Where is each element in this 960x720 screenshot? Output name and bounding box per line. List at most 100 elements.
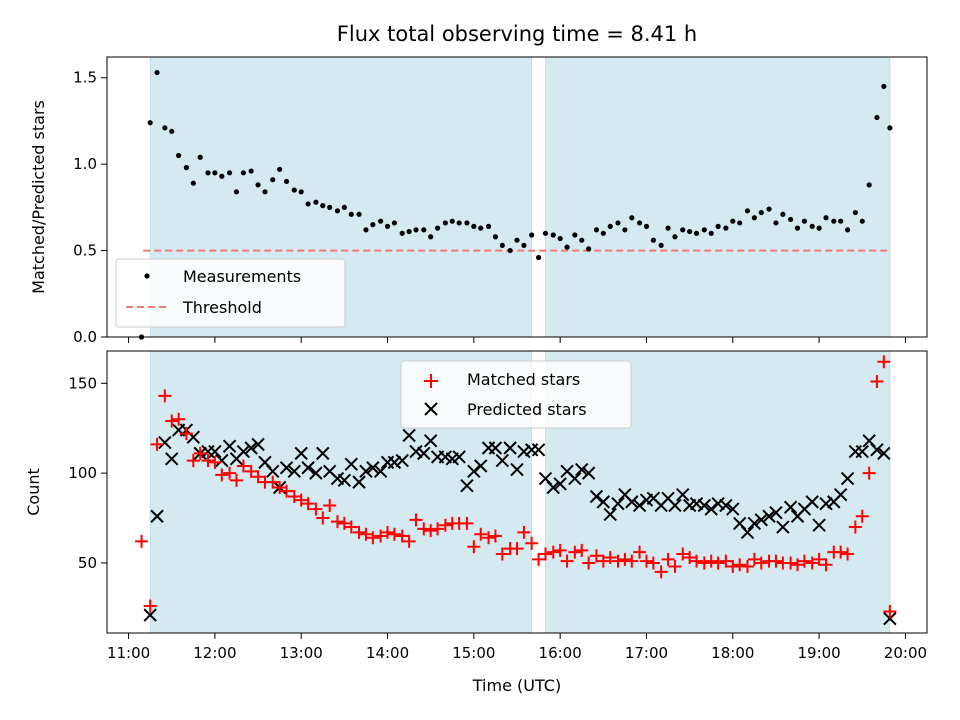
measurement-point <box>327 204 333 210</box>
matched-star-marker <box>287 489 301 503</box>
matched-star-marker <box>819 558 833 572</box>
measurement-point <box>680 227 686 233</box>
predicted-star-marker <box>581 466 596 480</box>
measurement-point <box>687 228 693 235</box>
measurement-point <box>384 223 391 229</box>
legend-predicted-label: Predicted stars <box>467 400 587 419</box>
measurement-point <box>751 215 757 221</box>
measurement-point <box>766 206 772 212</box>
matched-star-marker <box>719 554 733 568</box>
measurement-point <box>154 69 160 76</box>
matched-star-marker <box>870 375 884 389</box>
bottom-legend: Matched stars Predicted stars <box>400 360 632 429</box>
matched-star-marker <box>316 511 330 525</box>
measurement-point <box>226 170 233 176</box>
shaded-interval <box>545 56 891 338</box>
matched-star-marker <box>150 437 164 451</box>
matched-star-marker <box>280 484 294 498</box>
matched-star-marker <box>538 547 552 561</box>
chart-title: Flux total observing time = 8.41 h <box>337 22 697 46</box>
matched-star-marker <box>482 531 496 545</box>
predicted-star-marker <box>387 455 402 470</box>
predicted-star-marker <box>158 435 172 450</box>
bottom-data-marks <box>135 355 897 626</box>
matched-star-marker <box>834 545 848 559</box>
measurement-point <box>600 230 606 236</box>
matched-star-marker <box>438 518 452 532</box>
measurement-point <box>658 242 664 248</box>
matched-star-marker <box>366 531 380 545</box>
measurement-point <box>471 223 477 229</box>
predicted-star-marker <box>776 520 790 534</box>
measurement-point <box>277 166 283 172</box>
matched-star-marker <box>352 525 366 539</box>
matched-star-marker <box>683 551 697 565</box>
predicted-star-marker <box>517 444 531 459</box>
matched-star-marker <box>158 389 172 403</box>
measurement-point <box>794 225 801 231</box>
measurement-point <box>866 182 872 188</box>
measurement-point <box>564 244 570 250</box>
measurement-point <box>456 220 462 226</box>
matched-star-marker <box>467 540 481 554</box>
predicted-star-marker <box>503 441 517 455</box>
x-tick-label: 18:00 <box>711 644 754 662</box>
legend-threshold-label: Threshold <box>182 298 262 317</box>
matched-star-marker <box>323 498 337 512</box>
predicted-star-marker <box>495 453 510 468</box>
measurement-point <box>809 223 815 229</box>
matched-star-marker <box>417 522 431 536</box>
matched-star-marker <box>387 527 401 541</box>
matched-star-marker <box>697 556 711 570</box>
measurement-point <box>147 120 153 126</box>
predicted-star-marker <box>855 444 869 459</box>
predicted-star-marker <box>840 471 855 486</box>
matched-star-marker <box>179 427 193 441</box>
matched-star-marker <box>546 545 560 559</box>
predicted-star-marker <box>301 461 315 475</box>
predicted-star-marker <box>423 434 438 448</box>
predicted-star-marker <box>359 464 373 479</box>
predicted-star-marker <box>668 498 682 513</box>
matched-star-marker <box>711 556 725 570</box>
x-tick-label: 16:00 <box>539 644 582 662</box>
matched-star-marker <box>661 552 675 566</box>
measurement-point <box>643 223 650 229</box>
legend-matched-marker <box>424 374 438 388</box>
top-axes-frame <box>106 56 928 338</box>
matched-star-marker <box>273 481 287 495</box>
predicted-star-marker <box>417 446 431 461</box>
predicted-star-marker <box>251 437 265 452</box>
measurement-point <box>535 254 542 261</box>
measurement-point <box>313 199 319 205</box>
x-axis-label: Time (UTC) <box>472 676 561 695</box>
measurement-point <box>607 223 613 229</box>
x-tick-label: 19:00 <box>797 644 840 662</box>
measurement-point <box>370 222 376 228</box>
predicted-star-marker <box>546 480 560 495</box>
predicted-star-marker <box>726 502 740 516</box>
measurement-point <box>406 228 412 235</box>
predicted-star-marker <box>244 441 258 455</box>
predicted-star-marker <box>689 496 704 511</box>
predicted-star-marker <box>819 496 833 511</box>
measurement-point <box>723 225 729 231</box>
predicted-star-marker <box>697 498 712 513</box>
measurement-point <box>507 247 513 254</box>
measurement-point <box>233 189 240 195</box>
matched-star-marker <box>532 552 546 566</box>
measurement-point <box>881 83 887 89</box>
predicted-star-marker <box>143 608 157 622</box>
x-tick-label: 15:00 <box>452 644 495 662</box>
predicted-star-marker <box>474 459 488 473</box>
measurement-point <box>334 208 341 214</box>
measurement-point <box>672 234 678 240</box>
measurement-point <box>212 170 218 176</box>
matched-star-marker <box>805 556 819 570</box>
matched-star-marker <box>553 543 567 557</box>
matched-star-marker <box>330 515 344 529</box>
predicted-star-marker <box>632 498 647 513</box>
measurement-point <box>492 234 499 240</box>
top-panel: 0.0 0.5 1.0 1.5 Matched/Predicted stars Mea… <box>29 56 928 346</box>
predicted-star-marker <box>783 500 798 514</box>
